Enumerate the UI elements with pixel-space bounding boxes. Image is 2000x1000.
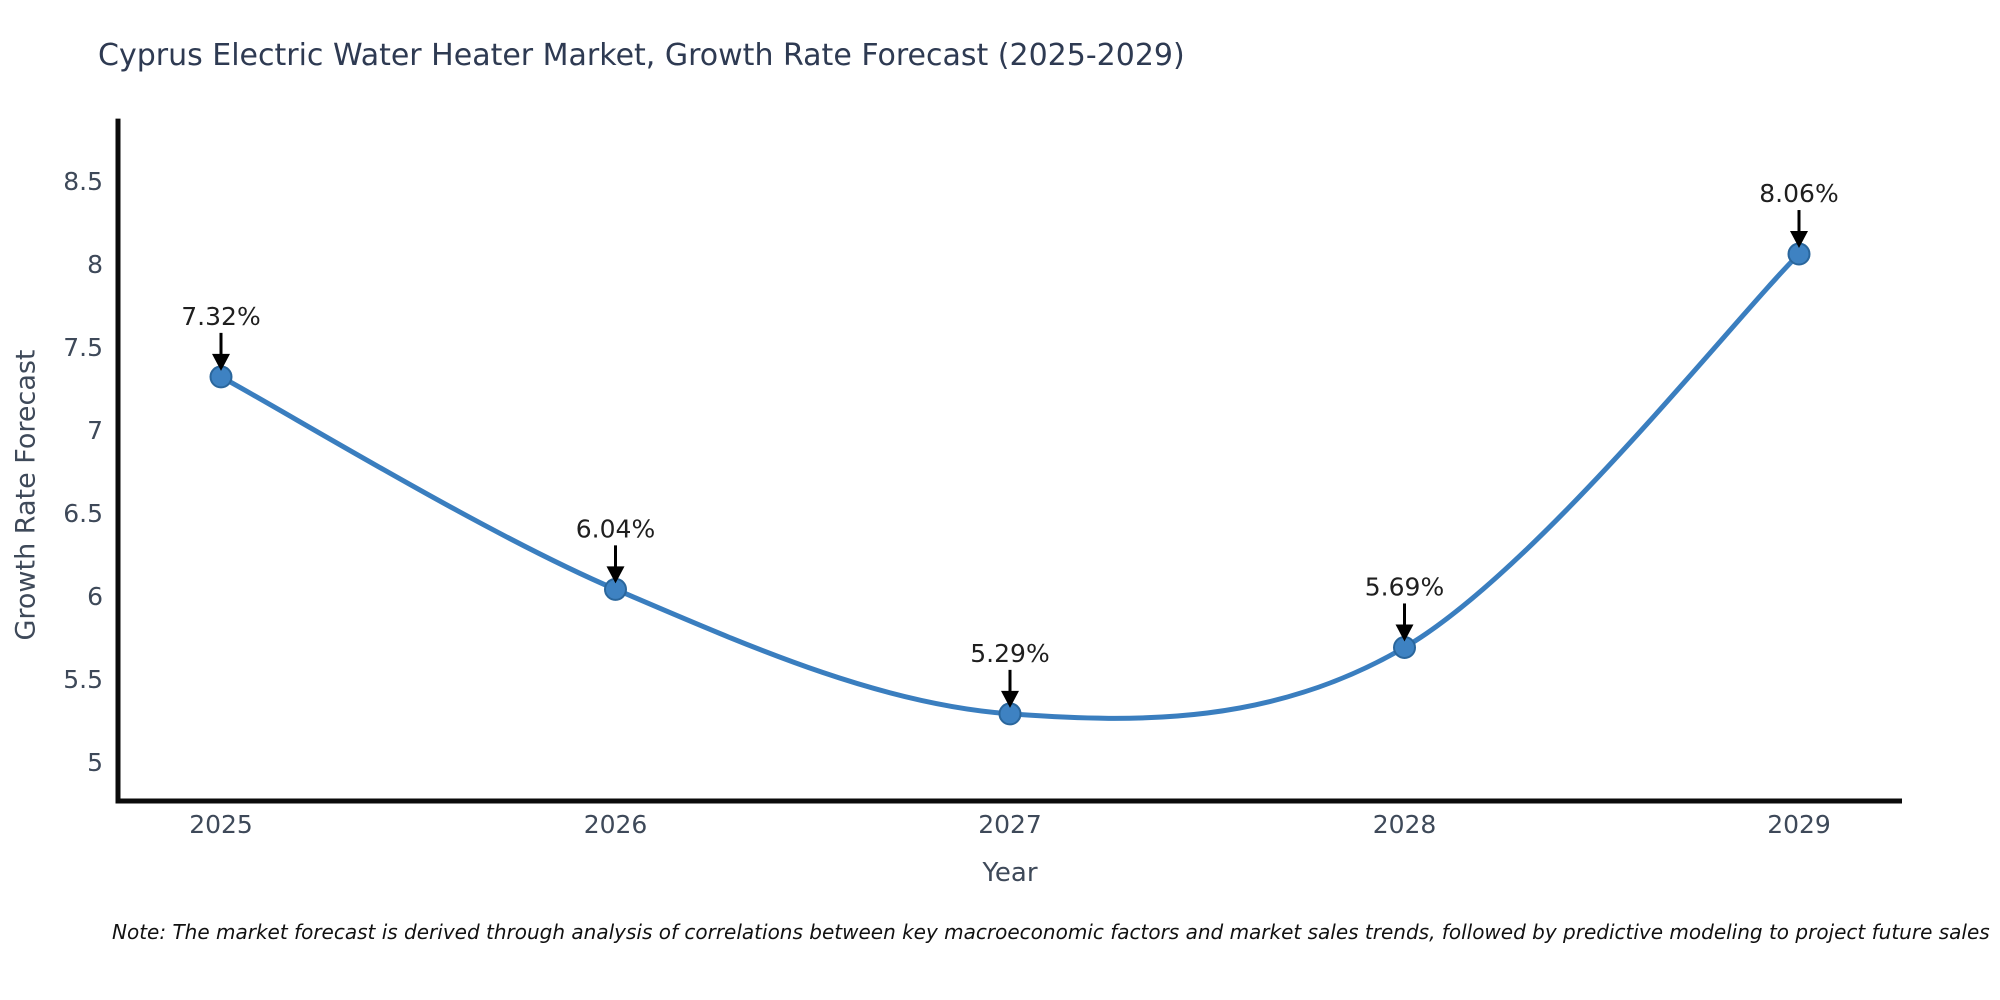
y-tick-label: 7 bbox=[87, 416, 103, 445]
y-tick-label: 7.5 bbox=[63, 333, 103, 362]
y-tick-label: 5.5 bbox=[63, 665, 103, 694]
y-tick-label: 5 bbox=[87, 748, 103, 777]
x-tick-label: 2025 bbox=[189, 810, 253, 839]
annotation-arrowhead-icon bbox=[212, 353, 230, 371]
x-axis-title: Year bbox=[982, 858, 1038, 888]
data-point-label: 6.04% bbox=[576, 514, 655, 543]
data-point-label: 5.69% bbox=[1365, 572, 1444, 601]
y-tick-label: 8 bbox=[87, 250, 103, 279]
footnote: Note: The market forecast is derived thr… bbox=[112, 920, 1990, 944]
x-tick-label: 2029 bbox=[1767, 810, 1831, 839]
chart-title: Cyprus Electric Water Heater Market, Gro… bbox=[98, 38, 1185, 73]
x-tick-label: 2027 bbox=[978, 810, 1042, 839]
x-tick-label: 2026 bbox=[584, 810, 648, 839]
data-point-label: 7.32% bbox=[181, 302, 260, 331]
annotation-arrowhead-icon bbox=[606, 566, 625, 584]
annotation-arrowhead-icon bbox=[1001, 690, 1019, 708]
y-tick-label: 6.5 bbox=[63, 499, 103, 528]
y-tick-label: 6 bbox=[87, 582, 103, 611]
x-tick-label: 2028 bbox=[1373, 810, 1437, 839]
data-point-label: 8.06% bbox=[1759, 179, 1838, 208]
annotation-arrowhead-icon bbox=[1395, 624, 1414, 642]
y-tick-label: 8.5 bbox=[63, 167, 103, 196]
annotation-arrowhead-icon bbox=[1790, 231, 1808, 249]
data-point-label: 5.29% bbox=[970, 639, 1049, 668]
